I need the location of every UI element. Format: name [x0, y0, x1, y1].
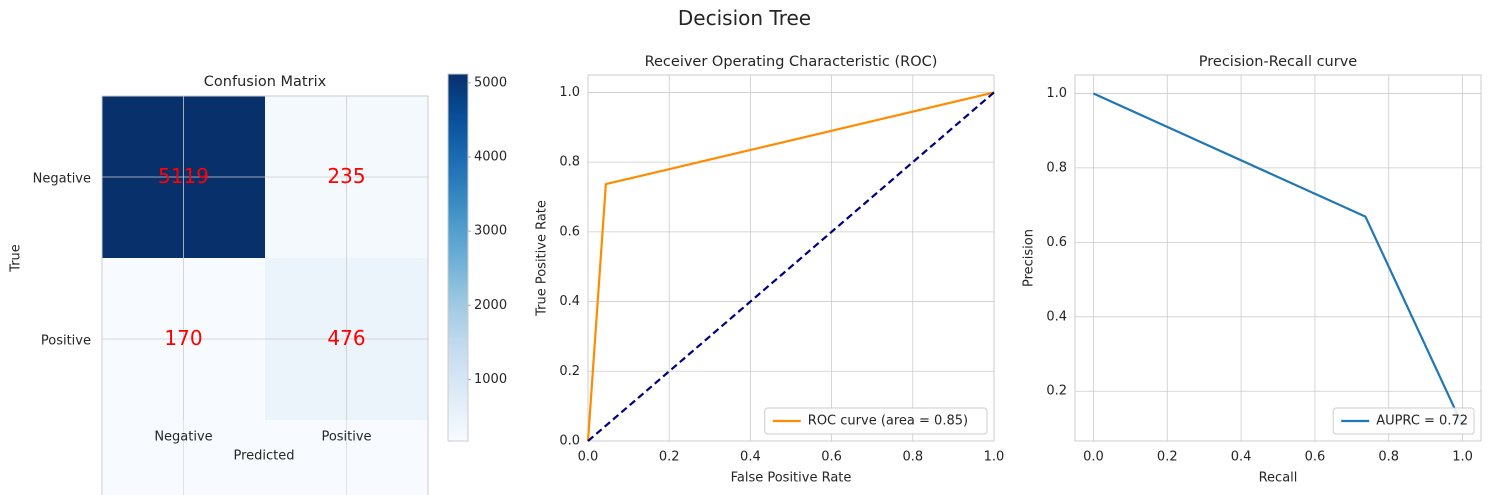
cm-colorbar	[447, 73, 469, 442]
figure-title: Decision Tree	[677, 6, 812, 30]
pr-y-tick-label: 0.2	[1046, 384, 1067, 399]
pr-legend-label: AUPRC = 0.72	[1376, 414, 1468, 429]
pr-title: Precision-Recall curve	[1199, 54, 1358, 70]
pr-x-tick-label: 0.8	[1378, 450, 1399, 465]
cm-y-tick-label: Negative	[33, 172, 91, 187]
pr-y-tick-label: 0.8	[1046, 160, 1067, 175]
roc-x-tick-label: 0.2	[659, 450, 680, 465]
cm-xlabel: Predicted	[233, 449, 294, 464]
cm-axes-extension	[102, 420, 428, 495]
cm-x-tick-label: Negative	[154, 430, 212, 445]
pr-x-tick-label: 0.0	[1083, 450, 1104, 465]
pr-y-tick-label: 0.6	[1046, 235, 1067, 250]
cm-cell-value: 235	[327, 164, 365, 188]
roc-y-tick-label: 0.0	[559, 434, 580, 449]
roc-legend	[764, 407, 988, 435]
roc-series-line	[587, 91, 995, 442]
pr-x-tick-label: 0.2	[1157, 450, 1178, 465]
cm-title: Confusion Matrix	[204, 74, 327, 90]
cm-frame	[101, 95, 429, 495]
roc-x-tick-label: 0.0	[578, 450, 599, 465]
roc-series-line	[586, 91, 995, 442]
cm-cell-value: 170	[164, 326, 202, 350]
cm-colorbar-tick-label: 5000	[474, 75, 507, 90]
pr-ylabel: Precision	[1022, 229, 1037, 287]
cm-y-tick-label: Positive	[41, 334, 91, 349]
roc-y-tick-label: 0.6	[559, 224, 580, 239]
cm-ylabel: True	[9, 244, 24, 273]
cm-cell-value: 5119	[158, 164, 209, 188]
pr-frame	[1074, 74, 1482, 442]
pr-legend	[1332, 407, 1475, 435]
roc-y-tick-label: 0.2	[559, 364, 580, 379]
cm-colorbar-tick-label: 2000	[474, 298, 507, 313]
pr-y-tick-label: 0.4	[1046, 309, 1067, 324]
roc-ylabel: True Positive Rate	[535, 200, 550, 317]
roc-y-tick-label: 0.8	[559, 155, 580, 170]
roc-frame	[587, 74, 995, 442]
roc-x-tick-label: 0.8	[902, 450, 923, 465]
roc-x-tick-label: 1.0	[984, 450, 1005, 465]
pr-x-tick-label: 0.6	[1305, 450, 1326, 465]
roc-x-tick-label: 0.4	[740, 450, 761, 465]
cm-colorbar-tick-label: 4000	[474, 149, 507, 164]
roc-y-tick-label: 1.0	[559, 85, 580, 100]
pr-series-line	[1093, 92, 1464, 426]
pr-x-tick-label: 1.0	[1452, 450, 1473, 465]
cm-colorbar-tick-label: 1000	[474, 372, 507, 387]
cm-x-tick-label: Positive	[321, 430, 371, 445]
cm-cell-value: 476	[327, 326, 365, 350]
cm-colorbar-tick-label: 3000	[474, 224, 507, 239]
roc-xlabel: False Positive Rate	[731, 471, 852, 486]
pr-x-tick-label: 0.4	[1231, 450, 1252, 465]
roc-legend-label: ROC curve (area = 0.85)	[808, 414, 968, 429]
pr-y-tick-label: 1.0	[1046, 86, 1067, 101]
roc-x-tick-label: 0.6	[821, 450, 842, 465]
roc-y-tick-label: 0.4	[559, 294, 580, 309]
roc-title: Receiver Operating Characteristic (ROC)	[645, 54, 938, 70]
pr-xlabel: Recall	[1259, 471, 1298, 486]
